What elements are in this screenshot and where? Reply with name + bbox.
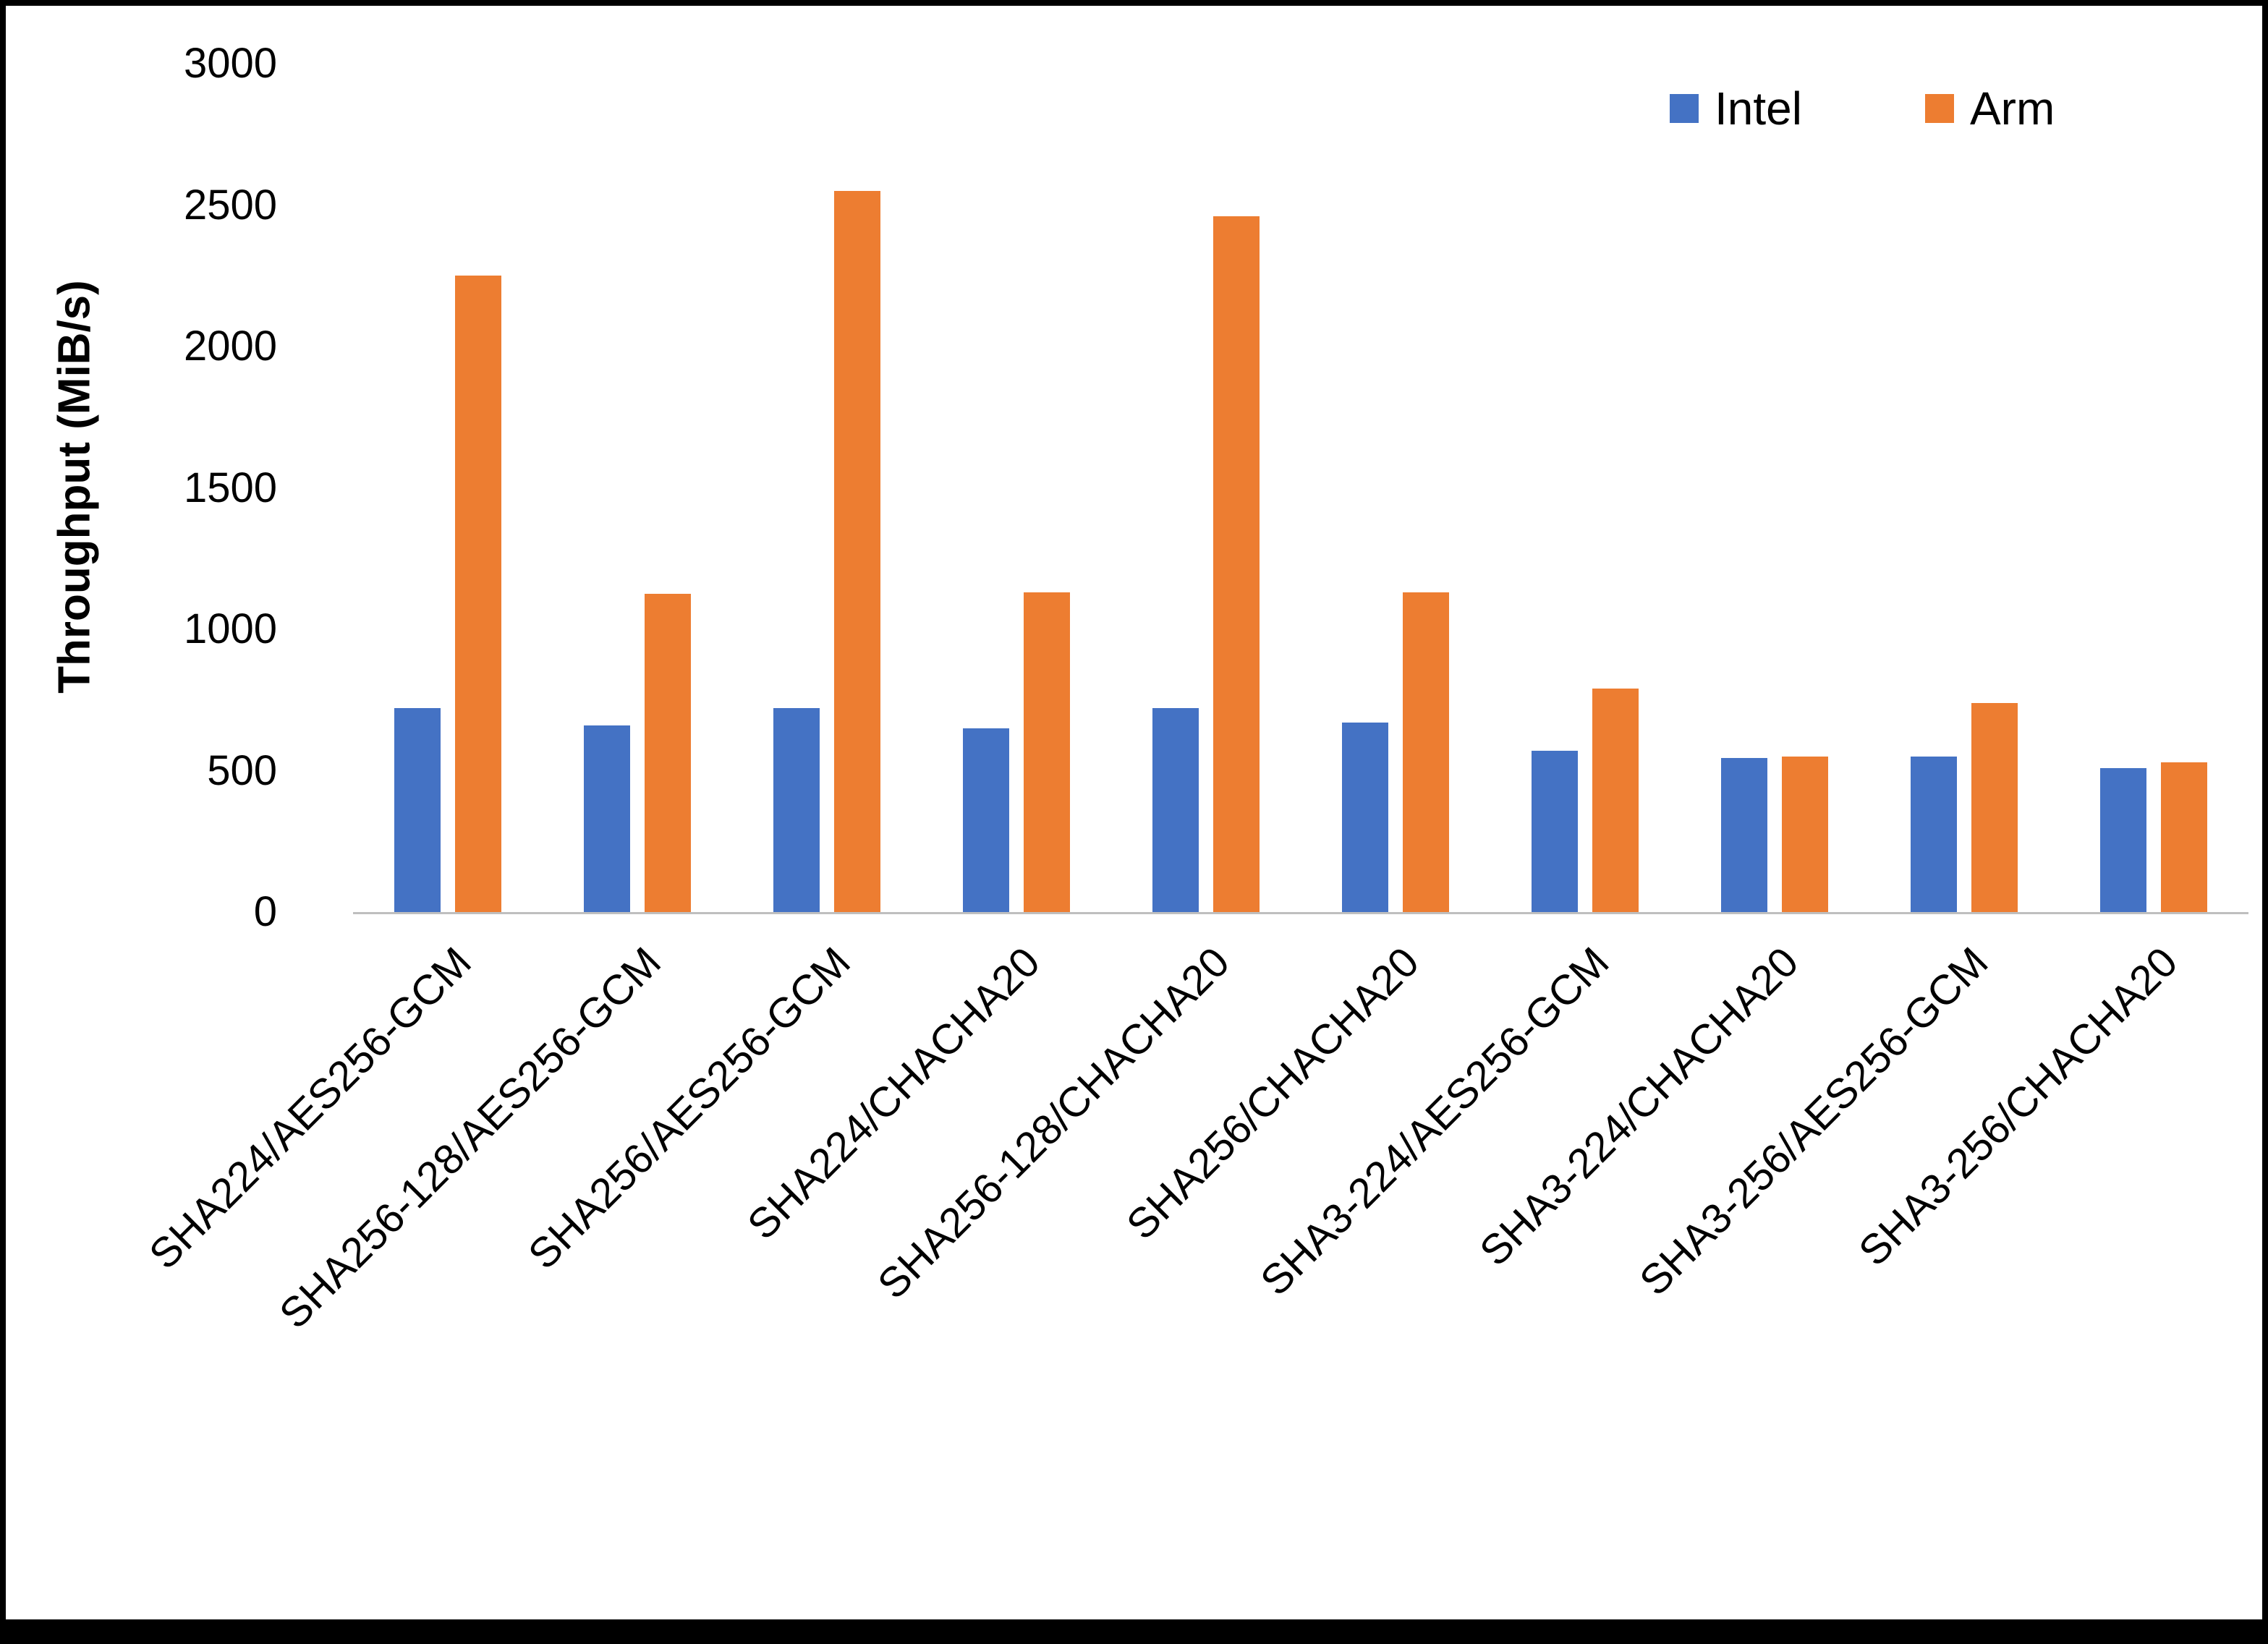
bar-arm: [455, 276, 501, 912]
bar-arm: [834, 190, 880, 912]
bar-group: [1869, 64, 2059, 912]
bar-intel: [1721, 757, 1767, 912]
bar-intel: [1911, 756, 1957, 912]
bar-group: [543, 64, 732, 912]
bar-arm: [2161, 762, 2207, 912]
bar-arm: [1024, 592, 1070, 912]
bar-group: [1301, 64, 1490, 912]
y-axis-tick: 500: [207, 746, 277, 794]
y-axis-tick: 0: [253, 888, 277, 935]
bar-intel: [963, 728, 1009, 912]
x-axis-label: SHA3-224/CHACHA20: [1470, 938, 1808, 1275]
bar-group: [2059, 64, 2248, 912]
bar-intel: [1342, 723, 1388, 912]
bar-intel: [584, 725, 630, 912]
bar-group: [353, 64, 543, 912]
x-axis-label: SHA256-128/CHACHA20: [869, 938, 1239, 1308]
bar-arm: [645, 594, 691, 912]
bar-arm: [1213, 216, 1260, 912]
bar-group: [1680, 64, 1869, 912]
y-axis-tick: 1000: [183, 605, 277, 652]
x-axis-label: SHA3-256/AES256-GCM: [1630, 938, 1997, 1305]
bar-intel: [2100, 767, 2146, 912]
legend-swatch-intel: [1670, 94, 1699, 123]
legend-swatch-arm: [1924, 94, 1954, 123]
legend-label-arm: Arm: [1969, 82, 2055, 135]
x-axis-label: SHA224/AES256-GCM: [140, 938, 481, 1279]
bar-group: [732, 64, 922, 912]
bar-intel: [1532, 751, 1578, 912]
bar-group: [922, 64, 1111, 912]
y-axis-tick: 1500: [183, 464, 277, 511]
bar-arm: [1971, 702, 2018, 912]
bar-group: [1111, 64, 1301, 912]
legend: Intel Arm: [1670, 85, 2055, 132]
bar-arm: [1592, 689, 1639, 912]
bar-group: [1490, 64, 1680, 912]
bar-intel: [1152, 708, 1199, 912]
bar-arm: [1782, 756, 1828, 912]
x-axis-label: SHA3-224/AES256-GCM: [1251, 938, 1618, 1305]
bar-arm: [1403, 592, 1449, 912]
x-axis-label: SHA256/AES256-GCM: [519, 938, 860, 1279]
x-axis-label: SHA256-128/AES256-GCM: [271, 938, 671, 1338]
legend-item-intel: Intel: [1670, 85, 1802, 132]
x-axis-label: SHA3-256/CHACHA20: [1849, 938, 2187, 1275]
bar-intel: [394, 708, 441, 912]
legend-item-arm: Arm: [1924, 82, 2055, 135]
legend-label-intel: Intel: [1715, 82, 1802, 135]
y-axis-tick: 3000: [183, 40, 277, 87]
plot-area: [353, 64, 2248, 914]
bar-intel: [773, 708, 820, 912]
y-axis-tick: 2000: [183, 323, 277, 370]
y-axis-tick: 2500: [183, 181, 277, 229]
